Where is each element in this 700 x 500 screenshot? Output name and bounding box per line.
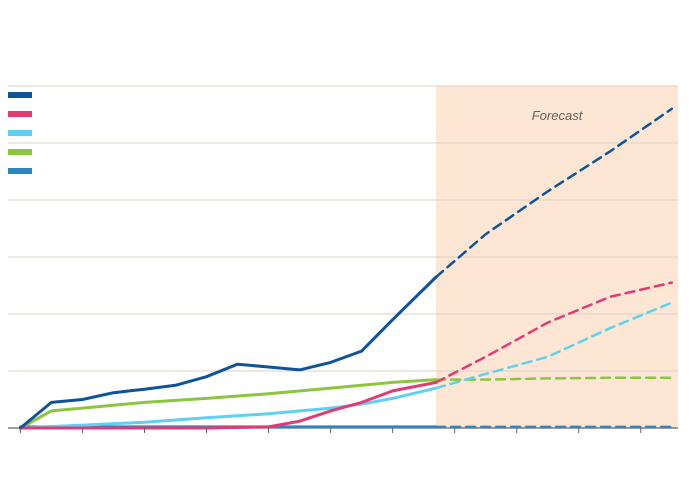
legend-swatch xyxy=(8,92,32,98)
series-actual-line xyxy=(18,386,438,430)
series-actual-line xyxy=(18,378,438,430)
legend-swatch xyxy=(8,111,32,117)
series-forecast-line xyxy=(434,281,674,384)
legend-swatch xyxy=(8,149,32,155)
legend-swatch xyxy=(8,168,32,174)
x-axis-tick-labels xyxy=(19,428,642,433)
forecast-label: Forecast xyxy=(532,108,584,123)
legend xyxy=(8,92,32,174)
series-lines xyxy=(18,107,674,430)
series-actual-line xyxy=(18,275,438,430)
series-actual-line xyxy=(18,380,438,430)
series-forecast-line xyxy=(434,107,674,279)
legend-swatch xyxy=(8,130,32,136)
series-forecast-line xyxy=(434,301,674,390)
